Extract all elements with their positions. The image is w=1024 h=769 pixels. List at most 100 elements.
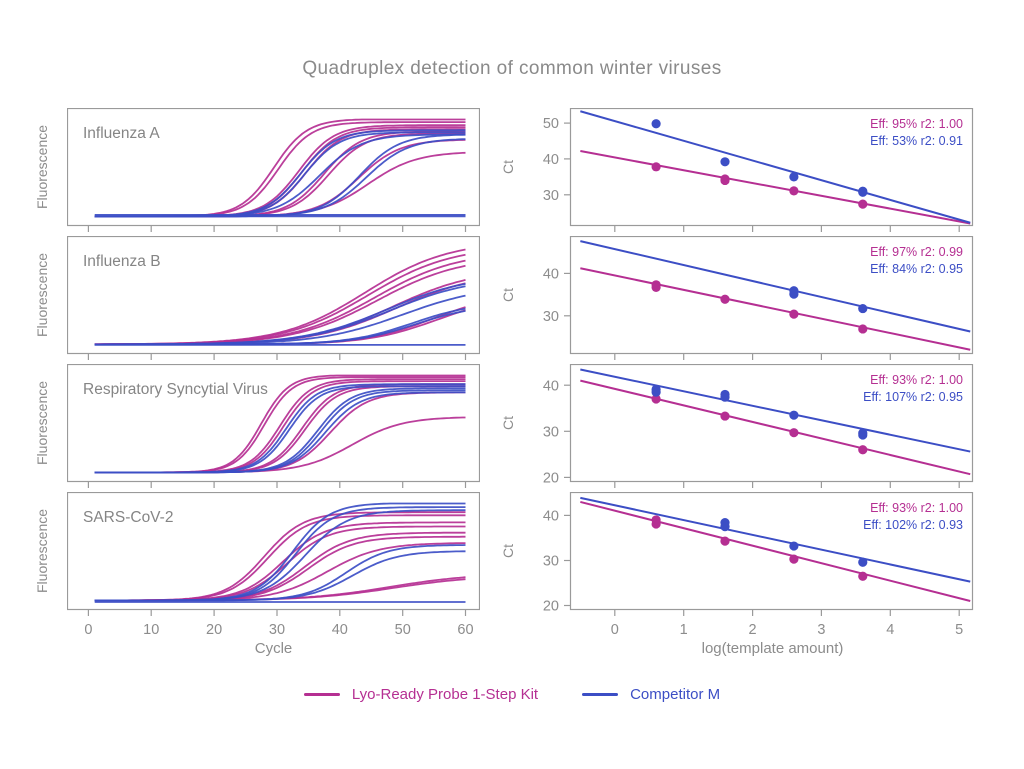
y-tick-label: 30 (543, 188, 559, 204)
efficiency-annotation-competitor: Eff: 53% r2: 0.91 (870, 134, 963, 148)
panel-border (569, 492, 974, 611)
panel-title: Respiratory Syncytial Virus (83, 381, 268, 398)
x-tick-label: 5 (955, 622, 963, 638)
amplification-curve-kit (94, 130, 466, 218)
data-point-competitor (789, 289, 799, 299)
legend-label-competitor: Competitor M (630, 685, 721, 703)
x-axis-label-log-template: log(template amount) (701, 640, 844, 657)
data-point-kit (858, 199, 868, 209)
panel-border (569, 236, 974, 355)
data-point-competitor (651, 387, 661, 397)
y-axis-label-ct: Ct (500, 416, 516, 430)
legend-item-kit: Lyo-Ready Probe 1-Step Kit (303, 686, 538, 703)
data-point-kit (789, 186, 799, 196)
x-tick-label: 1 (680, 622, 688, 638)
regression-line-kit (580, 267, 971, 351)
y-tick-label: 40 (543, 508, 559, 524)
amplification-curve-kit (94, 128, 466, 218)
amp-panel-influenza-a: Influenza A (67, 108, 480, 232)
data-point-competitor (789, 410, 799, 420)
panel-border (569, 108, 974, 227)
efficiency-annotation-kit: Eff: 93% r2: 1.00 (870, 373, 963, 387)
data-point-kit (858, 324, 868, 334)
efficiency-annotation-competitor: Eff: 107% r2: 0.95 (863, 390, 963, 404)
panel-title: Influenza B (83, 253, 161, 270)
data-point-competitor (651, 119, 661, 129)
amplification-curve-kit (94, 151, 466, 218)
x-tick-label: 60 (457, 622, 473, 638)
efficiency-annotation-competitor: Eff: 102% r2: 0.93 (863, 518, 963, 532)
panel-border (569, 364, 974, 483)
data-point-competitor (720, 157, 730, 167)
data-point-kit (651, 162, 661, 172)
panel-title: Influenza A (83, 125, 160, 142)
panel-border (67, 492, 480, 611)
data-point-kit (789, 554, 799, 564)
amplification-curve-competitor (94, 391, 466, 474)
y-tick-label: 20 (543, 599, 559, 615)
efficiency-annotation-kit: Eff: 95% r2: 1.00 (870, 117, 963, 131)
amp-panel-sars-cov-2: SARS-CoV-2 0 10 20 30 40 50 60 (67, 492, 480, 638)
data-point-competitor (858, 303, 868, 314)
regression-line-kit (580, 150, 971, 225)
amp-panel-influenza-b: Influenza B (67, 236, 480, 360)
y-tick-label: 50 (543, 116, 559, 132)
data-point-kit (789, 428, 799, 438)
y-tick-label: 40 (543, 378, 559, 394)
data-point-competitor (789, 172, 799, 182)
std-panel-influenza-b: Eff: 97% r2: 0.99 Eff: 84% r2: 0.95 30 40 (543, 236, 974, 360)
data-point-kit (720, 411, 730, 421)
x-axis-label-cycle: Cycle (254, 640, 293, 657)
data-point-competitor (720, 392, 730, 402)
y-tick-label: 30 (543, 554, 559, 570)
data-point-kit (720, 175, 730, 186)
legend-item-competitor: Competitor M (582, 686, 720, 703)
x-tick-label: 10 (143, 622, 159, 638)
y-axis-label-fluorescence: Fluorescence (34, 508, 50, 594)
panel-border (67, 364, 480, 483)
x-tick-label: 40 (332, 622, 348, 638)
y-tick-label: 30 (543, 309, 559, 325)
amplification-curve-kit (94, 576, 466, 602)
amplification-curve-kit (94, 514, 466, 602)
std-panel-influenza-a: Eff: 95% r2: 1.00 Eff: 53% r2: 0.91 30 40 50 (543, 108, 974, 232)
regression-line-competitor (580, 110, 971, 224)
kit-line-swatch (303, 692, 340, 696)
data-point-kit (789, 309, 799, 319)
y-axis-label-ct: Ct (500, 288, 516, 302)
amplification-curve-competitor (94, 550, 466, 602)
amplification-curve-competitor (94, 129, 466, 218)
y-axis-label-fluorescence: Fluorescence (34, 252, 50, 338)
data-point-kit (858, 445, 868, 455)
y-tick-label: 20 (543, 470, 559, 486)
efficiency-annotation-kit: Eff: 93% r2: 1.00 (870, 501, 963, 515)
data-point-kit (651, 282, 661, 292)
x-tick-label: 0 (84, 622, 92, 638)
y-axis-label-fluorescence: Fluorescence (34, 380, 50, 466)
data-point-kit (720, 536, 730, 546)
x-tick-label: 50 (395, 622, 411, 638)
panel-border (67, 108, 480, 227)
y-axis-label-fluorescence: Fluorescence (34, 124, 50, 210)
x-tick-label: 3 (817, 622, 825, 638)
x-tick-label: 20 (206, 622, 222, 638)
y-tick-label: 30 (543, 424, 559, 440)
data-point-kit (858, 571, 868, 581)
y-tick-label: 40 (543, 152, 559, 168)
regression-line-kit (580, 500, 971, 602)
panel-title: SARS-CoV-2 (83, 509, 173, 526)
data-point-competitor (858, 430, 868, 440)
regression-line-competitor (580, 368, 971, 453)
x-tick-label: 0 (611, 622, 619, 638)
data-point-competitor (789, 541, 799, 551)
y-axis-label-ct: Ct (500, 160, 516, 174)
y-tick-label: 40 (543, 266, 559, 282)
competitor-line-swatch (582, 692, 619, 696)
data-point-competitor (858, 187, 868, 197)
x-tick-label: 2 (749, 622, 757, 638)
efficiency-annotation-competitor: Eff: 84% r2: 0.95 (870, 262, 963, 276)
y-axis-label-ct: Ct (500, 544, 516, 558)
regression-line-competitor (580, 496, 971, 583)
